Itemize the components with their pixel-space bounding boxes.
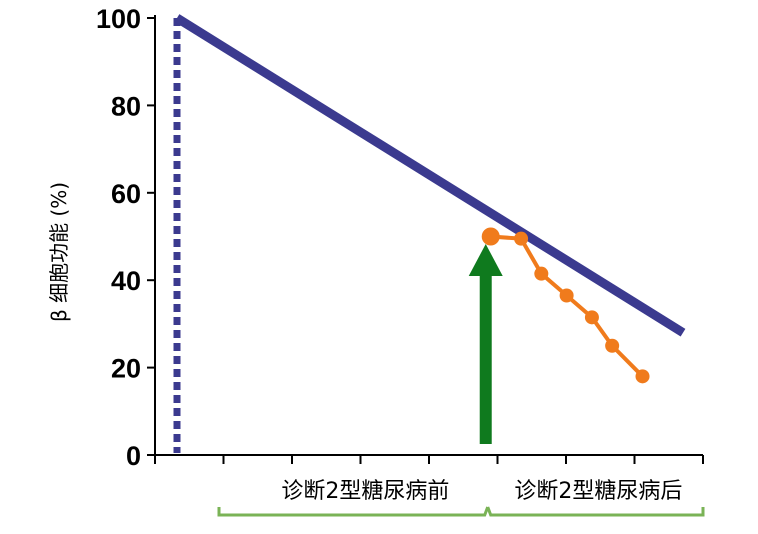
measured-point xyxy=(534,266,549,281)
measured-point xyxy=(514,231,529,246)
measured-point xyxy=(635,369,650,384)
phase-labels: 诊断2型糖尿病前 诊断2型糖尿病后 xyxy=(217,479,705,517)
y-tick-label: 80 xyxy=(111,91,141,121)
bracket-after xyxy=(486,506,705,517)
y-tick-label: 60 xyxy=(111,179,141,209)
diagnosis-arrow xyxy=(468,244,503,444)
measured-point xyxy=(481,227,500,246)
y-axis-label: β 细胞功能 (%) xyxy=(47,182,71,322)
y-tick-label: 40 xyxy=(111,266,141,296)
y-tick-label: 100 xyxy=(96,4,141,34)
y-tick-label: 0 xyxy=(126,441,141,471)
measured-point xyxy=(559,288,574,303)
series-layer xyxy=(173,14,686,453)
axes xyxy=(154,15,704,464)
bracket-before xyxy=(217,506,490,517)
measured-point xyxy=(584,310,599,325)
beta-cell-decline-line xyxy=(174,14,686,337)
phase-label-before: 诊断2型糖尿病前 xyxy=(281,479,449,504)
y-tick-label: 20 xyxy=(111,354,141,384)
arrow-head xyxy=(468,244,503,276)
arrow-shaft xyxy=(479,272,492,444)
y-ticks: 0 20 40 60 80 100 xyxy=(96,4,155,471)
phase-label-after: 诊断2型糖尿病后 xyxy=(514,479,682,504)
measured-point xyxy=(605,338,620,353)
